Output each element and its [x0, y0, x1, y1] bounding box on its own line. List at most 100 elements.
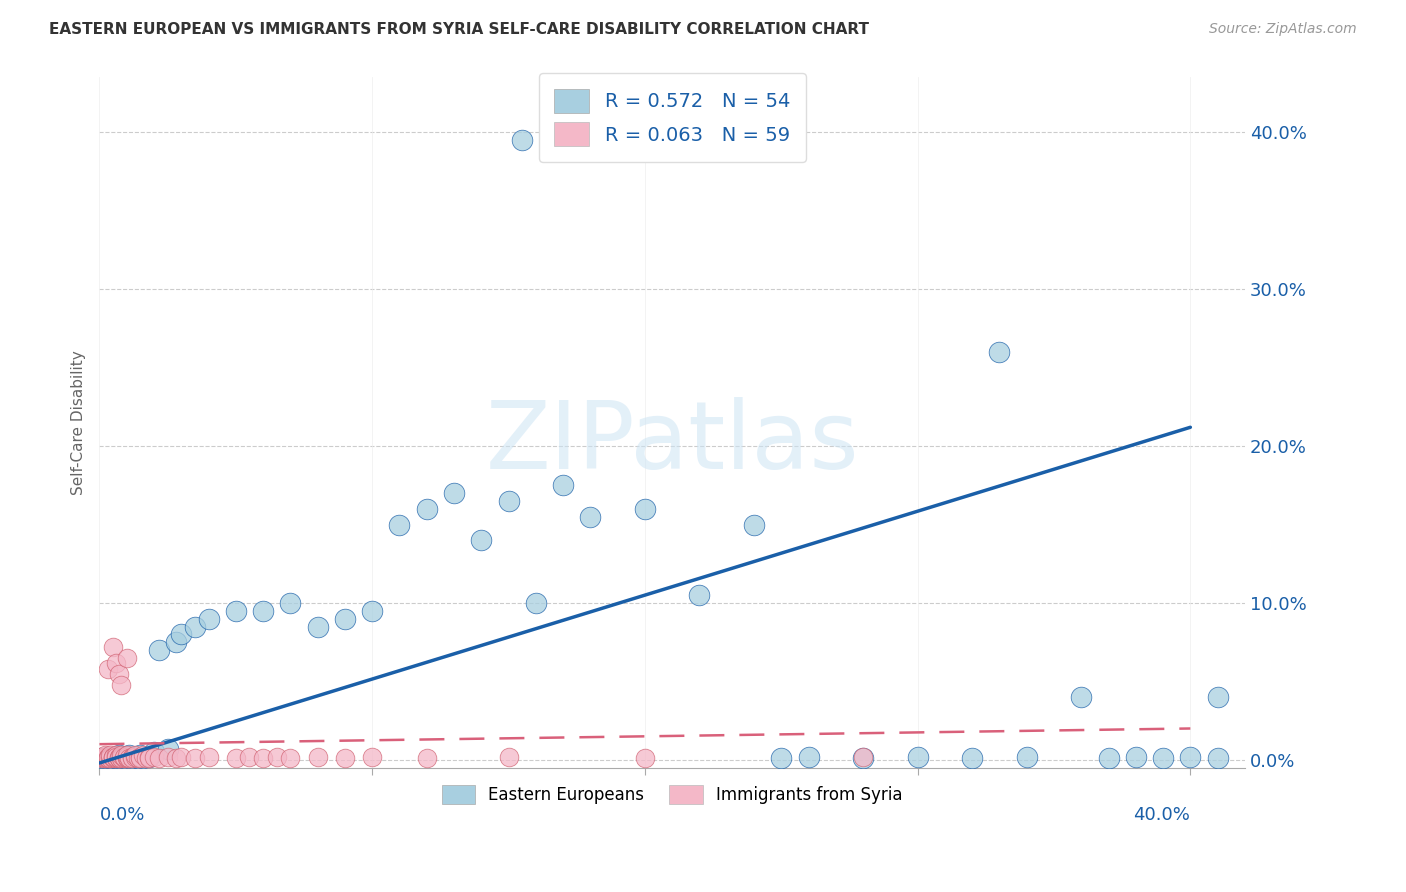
Point — [333, 751, 356, 765]
Point — [104, 656, 127, 670]
Point — [551, 478, 574, 492]
Point — [1070, 690, 1092, 705]
Point — [165, 635, 187, 649]
Point — [107, 749, 129, 764]
Point — [98, 749, 121, 764]
Point — [252, 751, 274, 765]
Point — [197, 749, 219, 764]
Text: Source: ZipAtlas.com: Source: ZipAtlas.com — [1209, 22, 1357, 37]
Point — [97, 662, 120, 676]
Point — [91, 751, 114, 765]
Point — [104, 748, 127, 763]
Point — [129, 748, 152, 763]
Text: 0.0%: 0.0% — [100, 805, 145, 823]
Point — [98, 748, 121, 763]
Point — [238, 749, 260, 764]
Point — [121, 751, 143, 765]
Point — [104, 751, 127, 765]
Text: ZIPatlas: ZIPatlas — [485, 397, 859, 490]
Point — [107, 751, 129, 765]
Point — [101, 749, 124, 764]
Point — [110, 677, 132, 691]
Point — [148, 643, 170, 657]
Point — [110, 751, 132, 765]
Point — [361, 604, 384, 618]
Point — [165, 751, 187, 765]
Point — [143, 749, 166, 764]
Point — [104, 749, 127, 764]
Point — [498, 494, 520, 508]
Point — [110, 749, 132, 764]
Point — [124, 749, 146, 764]
Point — [104, 751, 127, 765]
Point — [101, 749, 124, 764]
Point — [98, 751, 121, 765]
Point — [1206, 751, 1229, 765]
Point — [143, 745, 166, 759]
Point — [124, 748, 146, 763]
Point — [742, 517, 765, 532]
Point — [132, 748, 155, 763]
Point — [1206, 690, 1229, 705]
Point — [510, 133, 533, 147]
Point — [388, 517, 411, 532]
Point — [307, 619, 329, 633]
Point — [112, 751, 135, 765]
Point — [107, 751, 129, 765]
Point — [156, 742, 179, 756]
Point — [688, 588, 710, 602]
Point — [907, 749, 929, 764]
Point — [470, 533, 492, 548]
Point — [415, 501, 437, 516]
Point — [415, 751, 437, 765]
Point — [197, 612, 219, 626]
Point — [148, 751, 170, 765]
Point — [91, 749, 114, 764]
Point — [988, 345, 1011, 359]
Point — [97, 751, 120, 765]
Point — [97, 749, 120, 764]
Point — [770, 751, 793, 765]
Point — [138, 749, 160, 764]
Y-axis label: Self-Care Disability: Self-Care Disability — [72, 351, 86, 495]
Point — [118, 748, 141, 763]
Point — [127, 751, 149, 765]
Legend: Eastern Europeans, Immigrants from Syria: Eastern Europeans, Immigrants from Syria — [434, 779, 910, 811]
Point — [138, 751, 160, 765]
Point — [135, 751, 157, 765]
Point — [94, 751, 117, 765]
Point — [307, 749, 329, 764]
Point — [112, 751, 135, 765]
Point — [184, 619, 207, 633]
Point — [129, 751, 152, 765]
Point — [115, 748, 138, 763]
Point — [361, 749, 384, 764]
Point — [101, 751, 124, 765]
Point — [115, 749, 138, 764]
Text: EASTERN EUROPEAN VS IMMIGRANTS FROM SYRIA SELF-CARE DISABILITY CORRELATION CHART: EASTERN EUROPEAN VS IMMIGRANTS FROM SYRI… — [49, 22, 869, 37]
Point — [252, 604, 274, 618]
Point — [225, 604, 247, 618]
Point — [115, 751, 138, 765]
Point — [1180, 749, 1202, 764]
Point — [101, 640, 124, 654]
Point — [94, 749, 117, 764]
Point — [1097, 751, 1119, 765]
Point — [127, 751, 149, 765]
Point — [1152, 751, 1174, 765]
Point — [97, 751, 120, 765]
Point — [280, 596, 302, 610]
Point — [225, 751, 247, 765]
Point — [184, 751, 207, 765]
Point — [579, 509, 602, 524]
Point — [634, 751, 657, 765]
Point — [121, 751, 143, 765]
Point — [107, 748, 129, 763]
Point — [333, 612, 356, 626]
Point — [156, 749, 179, 764]
Point — [110, 749, 132, 764]
Point — [852, 751, 875, 765]
Point — [170, 627, 193, 641]
Point — [107, 666, 129, 681]
Point — [138, 749, 160, 764]
